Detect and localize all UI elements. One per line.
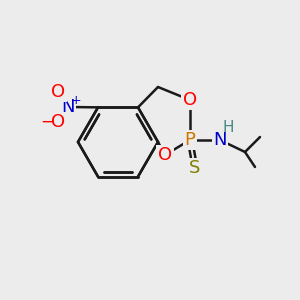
Text: P: P (184, 131, 195, 149)
Text: S: S (189, 159, 201, 177)
Text: +: + (71, 94, 81, 106)
Text: N: N (61, 98, 75, 116)
Text: O: O (51, 113, 65, 131)
Text: O: O (183, 91, 197, 109)
Text: −: − (40, 113, 54, 131)
Text: O: O (51, 83, 65, 101)
Text: H: H (222, 121, 234, 136)
Text: O: O (158, 146, 172, 164)
Text: N: N (213, 131, 227, 149)
